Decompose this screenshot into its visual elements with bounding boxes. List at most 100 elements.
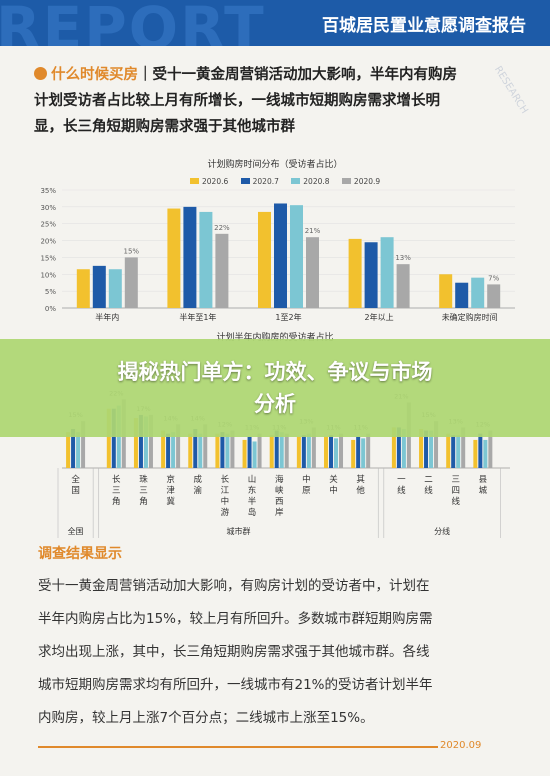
x-tick-label: 游 [221, 507, 230, 518]
header-bg-word: REPORT [0, 0, 266, 46]
bar [252, 441, 257, 468]
bar [188, 433, 193, 468]
x-tick-label: 城 [479, 486, 488, 496]
bar [215, 433, 220, 468]
bar [456, 435, 461, 468]
bar [364, 242, 378, 308]
bar [439, 274, 453, 308]
footer-rule [38, 746, 438, 748]
bar [171, 432, 176, 468]
bar [143, 416, 148, 468]
headline-line-3: 显，长三角短期购房需求强于其他城市群 [34, 119, 295, 135]
bar [366, 433, 371, 468]
y-tick-label: 10% [40, 271, 56, 279]
bar [71, 429, 76, 468]
x-tick-label: 岛 [248, 507, 257, 518]
footer-date: 2020.09 [440, 740, 482, 751]
bar [401, 429, 406, 468]
x-tick-label: 原 [302, 486, 311, 496]
y-tick-label: 0% [45, 305, 56, 313]
bar [487, 284, 501, 308]
bar [258, 211, 271, 308]
y-tick-label: 25% [40, 221, 56, 229]
legend-swatch [240, 178, 250, 184]
x-tick-label: 关 [329, 474, 338, 485]
bar [92, 265, 106, 308]
legend-swatch [190, 178, 199, 184]
bar [76, 432, 81, 468]
banner-line-2: 分析 [254, 392, 296, 416]
bar [193, 429, 198, 468]
bar [455, 282, 469, 308]
bar [199, 211, 213, 308]
bar [334, 438, 339, 468]
x-tick-label: 半年内 [95, 312, 119, 322]
headline-line-2: 计划受访者占比较上月有所增长，一线城市短期购房需求增长明 [34, 93, 440, 109]
bar [148, 414, 153, 468]
bar [324, 436, 329, 468]
bar [301, 435, 306, 468]
bar [396, 427, 401, 468]
x-tick-label: 全 [71, 474, 80, 485]
x-tick-label: 中 [221, 496, 230, 507]
title-banner: 揭秘热门单方：功效、争议与市场 分析 [0, 339, 550, 437]
bar [306, 433, 311, 468]
bar [356, 436, 361, 468]
bullet-icon [34, 67, 47, 80]
bar [215, 233, 229, 308]
headline-tag: 什么时候买房 [51, 67, 138, 83]
legend-item: 2020.9 [341, 177, 380, 186]
bar [478, 433, 483, 468]
x-tick-label: 京 [166, 474, 175, 485]
bar [434, 421, 439, 468]
bar [161, 430, 166, 468]
summary-body: 受十一黄金周营销活动加大影响，有购房计划的受访者中，计划在 半年内购房占比为15… [38, 570, 516, 735]
x-tick-label: 冀 [166, 496, 175, 507]
bar [361, 438, 366, 468]
x-tick-label: 县 [479, 475, 488, 485]
bar [311, 427, 316, 468]
bar [473, 439, 478, 468]
bar [296, 436, 301, 468]
bar [183, 206, 197, 308]
x-tick-label: 未确定购房时间 [442, 312, 498, 322]
bar [446, 433, 451, 468]
y-tick-label: 5% [45, 288, 56, 296]
group-label: 城市群 [226, 526, 250, 536]
section-headline: 什么时候买房｜受十一黄金周营销活动加大影响，半年内有购房 计划受访者占比较上月有… [34, 62, 524, 140]
bar [225, 433, 230, 468]
data-label: 21% [305, 227, 321, 235]
y-tick-label: 20% [40, 238, 56, 246]
bar [429, 430, 434, 468]
x-tick-label: 中 [302, 474, 311, 485]
x-tick-label: 渝 [193, 485, 202, 496]
legend-swatch [291, 178, 301, 184]
legend-swatch [341, 178, 351, 184]
x-tick-label: 线 [451, 496, 460, 507]
x-tick-label: 东 [248, 485, 257, 496]
x-tick-label: 山 [248, 474, 257, 485]
bar [230, 430, 235, 468]
bar [176, 424, 181, 468]
x-tick-label: 四 [451, 486, 460, 496]
legend-item: 2020.6 [190, 177, 228, 186]
group-label: 全国 [68, 526, 84, 536]
x-tick-label: 长 [112, 474, 121, 485]
legend-item: 2020.8 [291, 177, 330, 186]
bar [124, 257, 138, 308]
bar [461, 427, 466, 468]
bar [133, 418, 138, 468]
report-title: 百城居民置业意愿调查报告 [322, 16, 526, 36]
bar [269, 435, 274, 468]
chart1-plot: 0% 5% 10% 15% 20% 25% 30% 35% 15% 半年内 22% 半年至1年 21% 1… [40, 187, 515, 322]
bar [111, 408, 116, 468]
x-tick-label: 线 [424, 485, 433, 496]
chart2-plot: 15%全国22%长三角17%珠三角14%京津冀14%成渝12%长江中游11%山东… [57, 389, 510, 538]
x-tick-label: 他 [356, 485, 365, 496]
bar [66, 432, 71, 468]
headline-text-1: ｜受十一黄金周营销活动加大影响，半年内有购房 [138, 67, 457, 83]
y-tick-label: 15% [40, 254, 56, 262]
x-tick-label: 半年至1年 [179, 312, 216, 322]
x-tick-label: 三 [451, 475, 460, 485]
x-tick-label: 一 [397, 475, 406, 485]
